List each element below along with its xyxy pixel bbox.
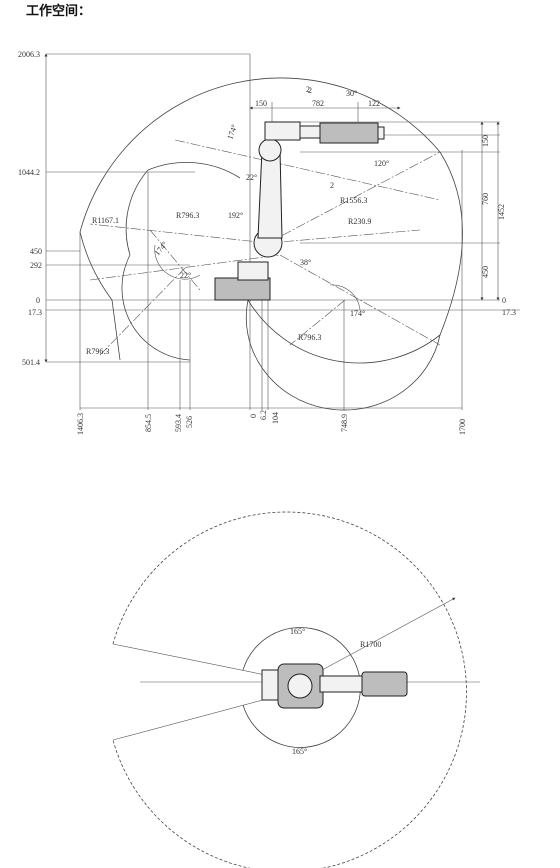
workspace-title: 工作空间： [26,4,92,19]
angle-30: 30° [346,89,357,98]
radius-label-1556: R1556.3 [340,196,367,205]
bottom-dim-593: 593.4 [174,414,183,432]
robot-base [214,277,271,301]
robot-forearm-housing [264,121,301,141]
right-dim-450: 450 [481,266,490,278]
bottom-dim-526: 526 [185,416,194,428]
centerline-a [174,139,441,201]
robot-top-joint [287,673,313,699]
region-label-2-mid: 2 [330,181,334,190]
radius-1167 [89,223,269,244]
top-dim-782: 782 [312,99,324,108]
inner-arc-r1167 [121,169,191,361]
bottom-dim-0: 0 [249,414,258,418]
robot-top [261,663,408,709]
bottom-dim-748: 748.9 [340,414,349,432]
right-label-17: 17.3 [502,308,516,317]
centerline-d [149,229,201,291]
right-dim-760: 760 [481,193,490,205]
angle-22-top: 22° [246,173,257,182]
small-arc-right [329,284,361,311]
radius-label-r1700: R1700 [360,640,381,649]
radius-796-left [99,267,186,356]
robot-turret [237,261,269,281]
radius-label-796-bottom: R796.3 [298,333,321,342]
angle-label-165-top: 165° [290,627,305,636]
bottom-dim-1406: 1406.3 [76,413,85,435]
label-501: 501.4 [22,358,40,367]
radius-line-r1700 [299,597,456,683]
label-450: 450 [30,247,42,256]
robot-flange [377,126,385,140]
bottom-dim-854: 854.5 [144,414,153,432]
angle-120: 120° [374,159,389,168]
bottom-dim-6: 6.2 [259,410,268,420]
top-view: R1700 165° 165° [112,511,480,868]
radius-label-796-left: R796.3 [86,347,109,356]
robot-upper-arm [257,149,283,239]
small-arc-left [154,244,201,280]
radius-796-bottom [289,299,346,346]
top-dim-2: 2 [306,85,310,94]
label-292: 292 [30,261,42,270]
angle-22-left: 22° [180,271,191,280]
radius-230 [267,229,421,244]
right-dim-1452: 1452 [497,204,506,220]
angle-174-bottom: 174° [350,309,365,318]
angle-38: 38° [300,258,311,267]
centerline-c [279,254,441,346]
angle-174-left: 174° [153,240,170,257]
side-view: 2006.3 1044.2 450 292 0 17.3 501.4 0 17.… [18,50,520,435]
robot-wrist [319,122,379,144]
right-label-0: 0 [502,296,506,305]
label-17: 17.3 [28,308,42,317]
bottom-dim-1700: 1700 [458,419,467,435]
top-dim-122: 122 [368,99,380,108]
radius-label-796-top: R796.3 [176,211,199,220]
label-2006: 2006.3 [18,50,40,59]
robot-side [214,121,385,301]
robot-top-wrist [361,671,408,697]
radius-1556 [267,151,441,244]
robot-top-arm [319,675,366,693]
bottom-dim-104: 104 [271,412,280,424]
outer-envelope-arc [79,77,441,361]
angle-label-165-bottom: 165° [292,747,307,756]
lower-right-circle [245,299,441,411]
radius-label-1167: R1167.1 [92,216,119,225]
angle-174-top: 174° [225,123,239,140]
reach-arc-r1700 [112,511,467,868]
label-1044: 1044.2 [18,168,40,177]
region-label-2-top: 2 [308,86,312,95]
inner-arc-r796 [147,161,241,179]
top-dim-150: 150 [255,99,267,108]
right-dim-150: 150 [481,135,490,147]
robot-elbow [258,138,282,162]
label-0: 0 [36,296,40,305]
radius-label-230: R230.9 [348,217,371,226]
angle-192: 192° [228,211,243,220]
